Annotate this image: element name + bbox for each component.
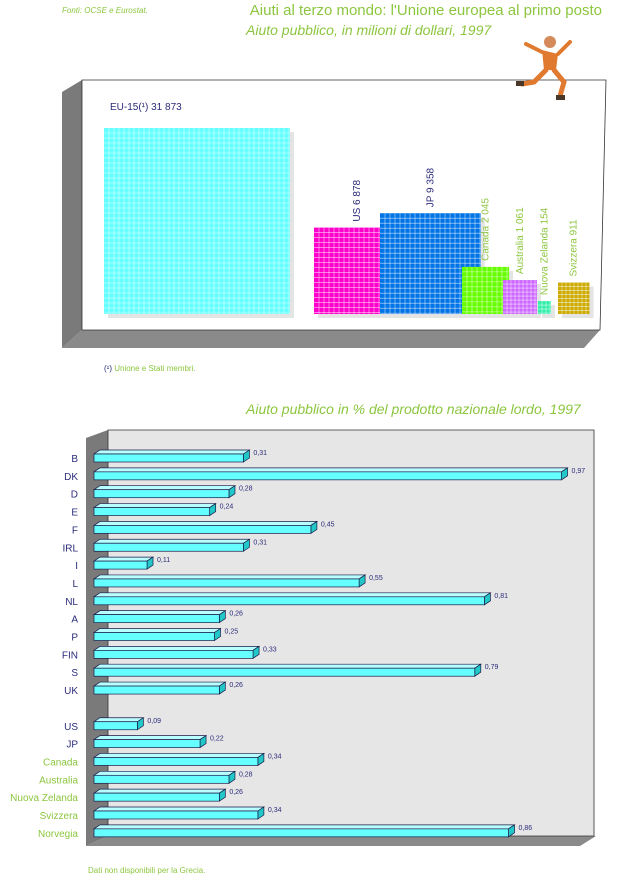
- category-label-nuova-zelanda: Nuova Zelanda: [10, 793, 78, 804]
- value-label-norvegia: 0,86: [519, 825, 533, 832]
- category-label-svizzera: Svizzera: [40, 811, 79, 822]
- value-label-s: 0,79: [485, 664, 499, 671]
- bar-eu-15: [104, 128, 294, 318]
- source-note: Fonti: OCSE e Eurostat.: [62, 6, 148, 15]
- value-label-p: 0,25: [225, 629, 239, 636]
- value-label-e: 0,24: [220, 504, 234, 511]
- bar-e: [92, 502, 217, 517]
- category-label-irl: IRL: [62, 543, 78, 554]
- bar-p: [92, 627, 222, 642]
- bar-nuova-zelanda: [92, 788, 227, 802]
- category-label-canada: Canada: [43, 757, 78, 768]
- value-label-a: 0,26: [229, 611, 243, 618]
- bar-uk: [92, 681, 227, 695]
- bar-label-svizzera: Svizzera 911: [569, 219, 580, 277]
- bar-australia: [92, 770, 237, 784]
- category-label-jp: JP: [66, 740, 78, 751]
- panel-floor: [62, 330, 600, 348]
- category-label-a: A: [71, 615, 78, 626]
- bar-d: [92, 485, 237, 499]
- value-label-f: 0,45: [321, 521, 335, 528]
- running-figure-icon: [516, 36, 572, 100]
- category-label-d: D: [71, 490, 78, 501]
- panel-floor: [86, 836, 596, 846]
- value-label-i: 0,11: [157, 557, 170, 564]
- category-label-fin: FIN: [62, 650, 78, 661]
- bar-label-jp: JP 9 358: [425, 167, 436, 207]
- bar-irl: [92, 538, 251, 552]
- category-label-p: P: [71, 633, 78, 644]
- category-label-dk: DK: [64, 472, 78, 483]
- value-label-irl: 0,31: [253, 539, 267, 546]
- value-label-l: 0,55: [369, 575, 383, 582]
- footnote-mark: (¹): [104, 364, 112, 373]
- bar-australia: [503, 280, 541, 318]
- value-label-uk: 0,26: [229, 682, 243, 689]
- value-label-dk: 0,97: [572, 468, 586, 475]
- value-label-d: 0,28: [239, 486, 253, 493]
- category-label-i: I: [75, 561, 78, 572]
- category-label-s: S: [71, 668, 78, 679]
- bar-svizzera: [92, 806, 266, 820]
- bar-b: [92, 449, 251, 463]
- bar-label-nuova-zelanda: Nuova Zelanda 154: [539, 207, 550, 295]
- bar-svizzera: [558, 282, 594, 318]
- bar-s: [92, 663, 482, 677]
- bar-i: [92, 556, 155, 570]
- footnote: (¹) Unione e Stati membri.: [104, 364, 196, 373]
- bottom-note: Dati non disponibili per la Grecia.: [88, 866, 206, 875]
- category-label-uk: UK: [64, 686, 78, 697]
- category-label-b: B: [71, 454, 78, 465]
- bar-fin: [92, 645, 261, 660]
- value-label-nl: 0,81: [494, 593, 508, 600]
- chart1-subtitle: Aiuto pubblico, in milioni di dollari, 1…: [246, 22, 492, 38]
- page-title: Aiuti al terzo mondo: l'Unione europea a…: [249, 2, 602, 19]
- bar-nl: [92, 592, 492, 606]
- bar-label-canada: Canada 2 045: [481, 198, 492, 261]
- value-label-australia: 0,28: [239, 771, 253, 778]
- value-label-us: 0,09: [147, 718, 161, 725]
- category-label-nl: NL: [65, 597, 78, 608]
- value-label-b: 0,31: [253, 450, 267, 457]
- bar-f: [92, 520, 319, 535]
- bar-l: [92, 574, 367, 588]
- footnote-text: Unione e Stati membri.: [112, 364, 196, 373]
- bar-canada: [462, 266, 514, 318]
- bar-canada: [92, 752, 266, 767]
- bar-norvegia: [92, 824, 516, 838]
- bar-jp: [92, 734, 208, 749]
- bar-dk: [92, 467, 569, 481]
- bar-us: [92, 717, 145, 731]
- category-label-norvegia: Norvegia: [38, 829, 78, 840]
- bar-nuova-zelanda: [538, 301, 555, 318]
- value-label-nuova-zelanda: 0,26: [229, 789, 243, 796]
- category-label-us: US: [64, 722, 78, 733]
- chart2-title: Aiuto pubblico in % del prodotto naziona…: [246, 401, 581, 417]
- category-label-l: L: [72, 579, 78, 590]
- category-label-e: E: [71, 508, 78, 519]
- category-label-australia: Australia: [39, 775, 78, 786]
- value-label-jp: 0,22: [210, 736, 224, 743]
- value-label-svizzera: 0,34: [268, 807, 282, 814]
- bar-label-us: US 6 878: [352, 179, 363, 221]
- chart-aid-millions: EU-15(¹) 31 873 US 6 878 JP 9 358 Canada 2 …: [62, 36, 607, 348]
- category-label-f: F: [72, 525, 78, 536]
- value-label-fin: 0,33: [263, 646, 277, 653]
- chart-aid-gnp: B 0,31 DK 0,97 D 0,28 E 0,24 F 0,45 IRL 0,31 I 0,11 L 0…: [10, 429, 596, 846]
- panel-side: [62, 80, 82, 348]
- bar-label-eu-15: EU-15(¹) 31 873: [110, 102, 182, 113]
- bar-label-australia: Australia 1 061: [515, 207, 526, 274]
- bar-a: [92, 609, 227, 624]
- value-label-canada: 0,34: [268, 753, 282, 760]
